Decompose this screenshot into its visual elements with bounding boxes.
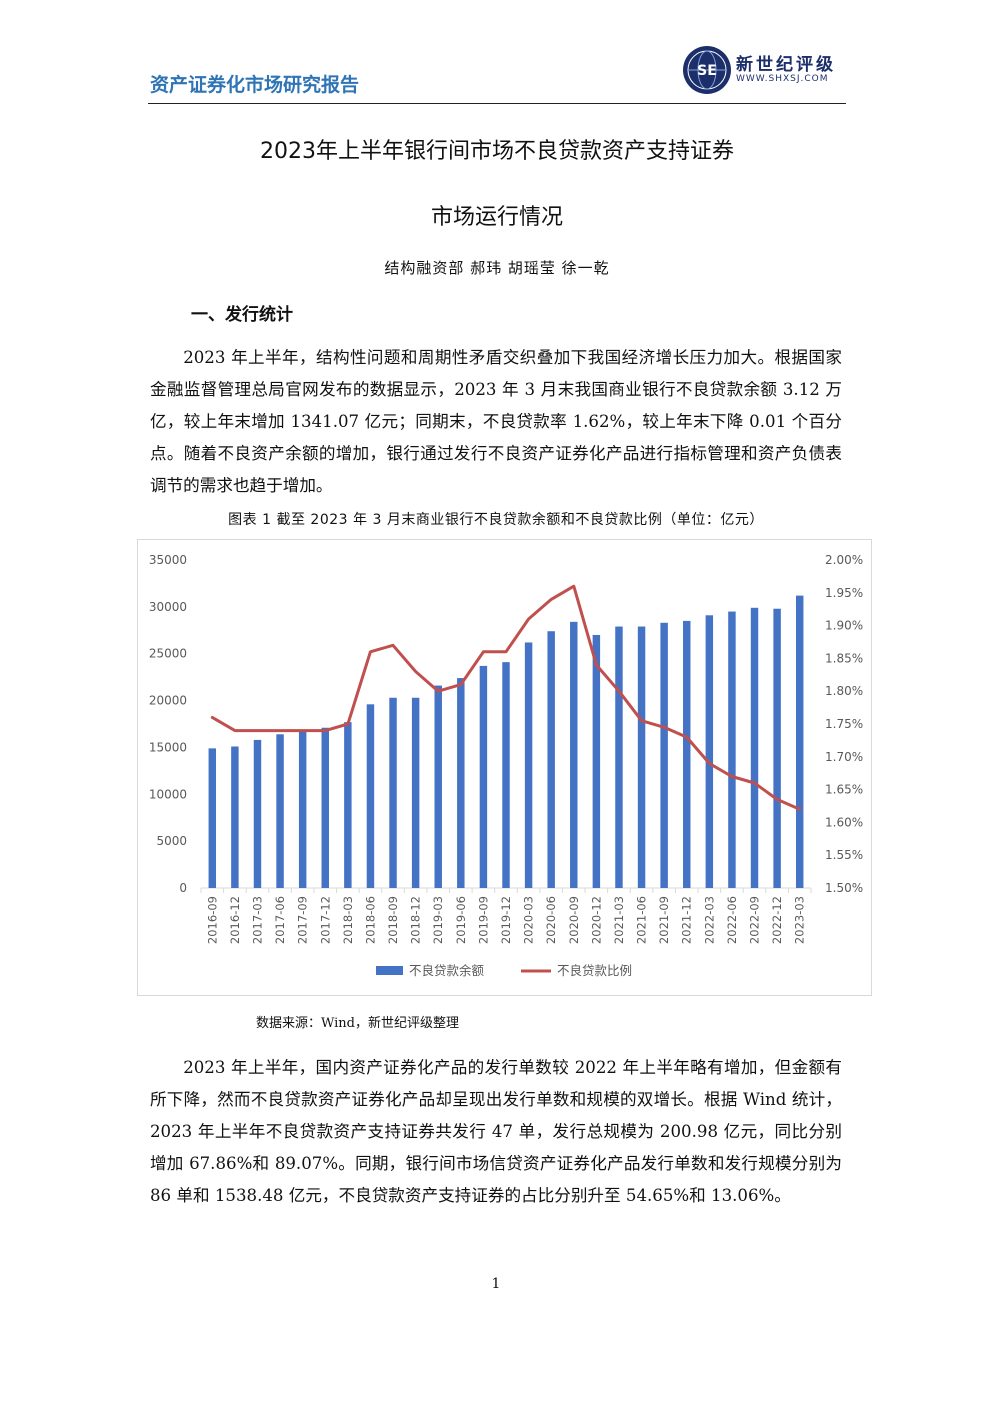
bar-npl-balance xyxy=(660,622,668,888)
right-axis-tick-label: 1.50% xyxy=(825,881,863,895)
bar-npl-balance xyxy=(773,608,781,888)
right-axis-tick-label: 1.85% xyxy=(825,651,863,665)
header-divider xyxy=(148,103,846,104)
bar-npl-balance xyxy=(344,722,352,888)
npl-combo-chart: 0 5000 10000 15000 20000 25000 30000 35000 1.50%… xyxy=(149,553,863,978)
x-axis-tick-label: 2021-03 xyxy=(612,896,626,944)
left-axis-tick-label: 35000 xyxy=(149,553,187,567)
chart-container: 0 5000 10000 15000 20000 25000 30000 35000 1.50%… xyxy=(137,539,872,996)
x-axis-tick-label: 2022-03 xyxy=(702,896,716,944)
authors-line: 结构融资部 郝玮 胡瑶莹 徐一乾 xyxy=(384,259,610,277)
document-title-line2: 市场运行情况 xyxy=(430,205,563,230)
left-axis-tick-label: 0 xyxy=(179,881,187,895)
x-axis-tick-label: 2019-12 xyxy=(499,896,513,944)
x-axis-tick-label: 2020-06 xyxy=(544,896,558,944)
right-axis-tick-label: 1.70% xyxy=(825,750,863,764)
page-number: 1 xyxy=(491,1276,501,1292)
bar-npl-balance xyxy=(547,631,555,888)
bar-npl-balance xyxy=(705,615,714,888)
figure-caption: 图表 1 截至 2023 年 3 月末商业银行不良贷款余额和不良贷款比例（单位：… xyxy=(228,512,764,528)
bar-npl-balance xyxy=(637,626,646,888)
x-axis-tick-label: 2022-12 xyxy=(770,896,784,944)
bar-npl-balance xyxy=(298,731,307,888)
bar-npl-balance xyxy=(457,678,465,888)
left-axis-tick-label: 30000 xyxy=(149,600,187,614)
bar-npl-balance xyxy=(276,734,284,888)
x-axis-tick-label: 2018-06 xyxy=(363,896,377,944)
bar-npl-balance xyxy=(321,727,329,888)
right-axis-tick-label: 1.90% xyxy=(825,619,863,633)
bar-npl-balance xyxy=(208,748,217,888)
globe-logo-icon: SE xyxy=(683,46,731,94)
x-axis-tick-label: 2020-03 xyxy=(522,896,536,944)
x-axis-tick-label: 2018-12 xyxy=(409,896,423,944)
x-axis-tick-label: 2019-03 xyxy=(431,896,445,944)
x-axis-tick-label: 2021-12 xyxy=(680,896,694,944)
source-note: 数据来源：Wind，新世纪评级整理 xyxy=(256,1016,459,1031)
x-axis-tick-label: 2017-06 xyxy=(273,896,287,944)
left-axis-tick-label: 15000 xyxy=(149,740,187,754)
bar-npl-balance xyxy=(434,685,442,888)
bar-npl-balance xyxy=(570,621,578,888)
x-axis-tick-label: 2016-09 xyxy=(205,896,219,944)
right-axis-tick-label: 1.65% xyxy=(825,783,863,797)
x-axis-tick-label: 2017-09 xyxy=(296,896,310,944)
right-axis-tick-label: 1.75% xyxy=(825,717,863,731)
right-axis-tick-label: 1.60% xyxy=(825,815,863,829)
bar-npl-balance xyxy=(524,642,533,888)
x-axis-tick-label: 2019-06 xyxy=(454,896,468,944)
left-axis-tick-label: 25000 xyxy=(149,647,187,661)
right-axis-tick-label: 1.55% xyxy=(825,848,863,862)
body-paragraph-2: 2023 年上半年，国内资产证券化产品的发行单数较 2022 年上半年略有增加，… xyxy=(150,1058,842,1205)
x-axis-tick-label: 2021-09 xyxy=(657,896,671,944)
x-axis-tick-label: 2020-09 xyxy=(567,896,581,944)
body-paragraph-1: 2023 年上半年，结构性问题和周期性矛盾交织叠加下我国经济增长压力加大。根据国… xyxy=(150,348,842,495)
bar-npl-balance xyxy=(615,626,623,888)
bar-npl-balance xyxy=(502,662,510,888)
bar-npl-balance xyxy=(795,595,804,888)
x-axis-tick-label: 2017-03 xyxy=(250,896,264,944)
x-axis-tick-label: 2022-09 xyxy=(748,896,762,944)
bar-npl-balance xyxy=(231,746,239,888)
left-axis-tick-label: 20000 xyxy=(149,694,187,708)
x-axis-tick-label: 2018-09 xyxy=(386,896,400,944)
bar-npl-balance xyxy=(683,620,691,888)
legend-swatch-bar xyxy=(376,966,403,975)
right-axis-tick-label: 1.95% xyxy=(825,586,863,600)
x-axis-tick-label: 2021-06 xyxy=(635,896,649,944)
bar-npl-balance xyxy=(366,704,375,888)
x-axis-tick-label: 2020-12 xyxy=(589,896,603,944)
x-axis-tick-label: 2019-09 xyxy=(476,896,490,944)
bar-npl-balance xyxy=(253,739,262,888)
document-title-line1: 2023年上半年银行间市场不良贷款资产支持证券 xyxy=(260,139,734,164)
x-axis-tick-label: 2022-06 xyxy=(725,896,739,944)
right-axis-tick-label: 1.80% xyxy=(825,684,863,698)
logo-name: 新世纪评级 xyxy=(736,55,836,75)
report-header-title: 资产证券化市场研究报告 xyxy=(150,74,360,96)
left-axis-tick-label: 10000 xyxy=(149,787,187,801)
x-axis-tick-label: 2018-03 xyxy=(341,896,355,944)
legend-label-line: 不良贷款比例 xyxy=(557,963,632,978)
bar-npl-balance xyxy=(411,697,420,888)
bar-npl-balance xyxy=(479,665,488,888)
right-axis-tick-label: 2.00% xyxy=(825,553,863,567)
legend-label-bar: 不良贷款余额 xyxy=(409,963,485,978)
bar-npl-balance xyxy=(750,607,759,888)
bar-npl-balance xyxy=(728,611,736,888)
x-axis-tick-label: 2017-12 xyxy=(318,896,332,944)
x-axis-tick-label: 2023-03 xyxy=(793,896,807,944)
bar-npl-balance xyxy=(592,634,601,888)
line-npl-ratio xyxy=(210,584,802,811)
left-axis-tick-label: 5000 xyxy=(156,834,187,848)
section-heading: 一、发行统计 xyxy=(191,305,293,325)
bar-npl-balance xyxy=(389,697,397,888)
company-logo: SE 新世纪评级 WWW.SHXSJ.COM xyxy=(681,44,849,96)
logo-url: WWW.SHXSJ.COM xyxy=(736,74,829,84)
x-axis-tick-label: 2016-12 xyxy=(228,896,242,944)
logo-badge-text: SE xyxy=(697,63,717,79)
